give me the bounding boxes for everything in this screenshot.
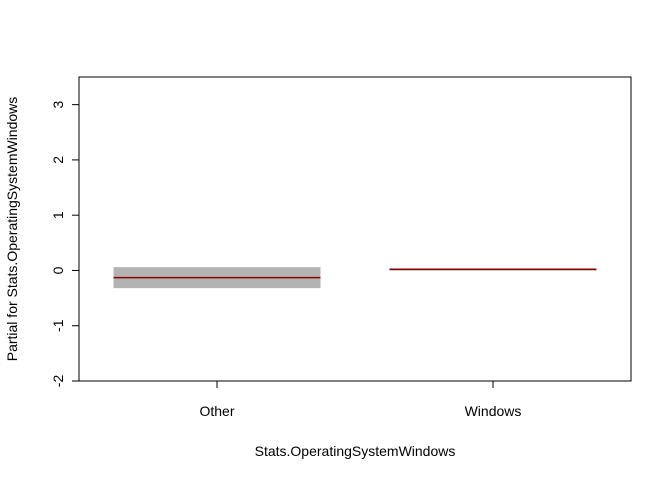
y-tick-label: 0 xyxy=(50,266,66,274)
x-tick-label-windows: Windows xyxy=(465,403,522,419)
x-axis: Other Windows xyxy=(199,381,521,419)
estimate-lines xyxy=(113,268,597,279)
y-tick-label: -1 xyxy=(50,319,66,332)
x-tick-label-other: Other xyxy=(199,403,234,419)
x-axis-title: Stats.OperatingSystemWindows xyxy=(255,443,456,459)
y-axis-title: Partial for Stats.OperatingSystemWindows xyxy=(4,97,20,362)
y-tick-label: 3 xyxy=(50,101,66,109)
y-tick-label: -2 xyxy=(50,375,66,388)
y-tick-label: 1 xyxy=(50,211,66,219)
y-axis: -2 -1 0 1 2 3 xyxy=(50,101,80,388)
y-tick-label: 2 xyxy=(50,156,66,164)
